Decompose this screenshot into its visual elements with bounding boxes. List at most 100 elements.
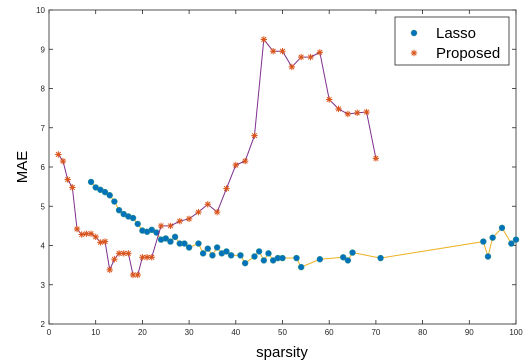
data-point-proposed — [134, 271, 141, 279]
data-point-lasso — [237, 252, 244, 259]
data-point-lasso — [340, 254, 347, 261]
data-point-proposed — [185, 215, 193, 223]
legend-box — [394, 16, 510, 66]
y-tick-label: 10 — [36, 6, 45, 15]
asterisk-stroke — [186, 216, 192, 222]
asterisk-stroke — [69, 184, 76, 191]
data-point-lasso — [241, 259, 249, 267]
y-tick-label: 5 — [41, 202, 46, 211]
asterisk-stroke — [107, 267, 113, 273]
data-point-proposed — [78, 231, 85, 238]
asterisk-stroke — [233, 162, 239, 168]
data-point-proposed — [83, 230, 90, 237]
asterisk-stroke — [205, 201, 211, 207]
data-point-proposed — [143, 254, 151, 261]
data-point-proposed — [372, 155, 380, 162]
data-point-proposed — [251, 132, 258, 139]
data-point-proposed — [344, 110, 352, 118]
data-point-lasso — [87, 178, 95, 186]
x-tick-label: 90 — [465, 328, 474, 337]
asterisk-stroke — [335, 106, 342, 112]
data-point-proposed — [101, 238, 109, 245]
legend: Lasso Proposed — [394, 16, 510, 66]
data-point-lasso — [162, 235, 169, 242]
data-point-proposed — [354, 109, 361, 117]
x-tick-label: 100 — [509, 328, 523, 337]
data-point-lasso — [512, 236, 520, 243]
data-point-lasso — [134, 220, 141, 228]
legend-proposed-marker — [410, 49, 418, 57]
data-point-proposed — [92, 233, 99, 241]
data-point-proposed — [73, 225, 81, 233]
asterisk-stroke — [167, 223, 174, 229]
asterisk-stroke — [345, 111, 351, 117]
x-tick-label: 80 — [418, 328, 427, 337]
asterisk-stroke — [195, 209, 202, 215]
asterisk-stroke — [55, 151, 61, 158]
data-point-lasso — [227, 252, 235, 259]
data-point-lasso — [344, 257, 352, 264]
data-point-proposed — [111, 256, 118, 263]
data-point-proposed — [97, 239, 104, 246]
x-tick-label: 0 — [47, 328, 52, 337]
data-point-lasso — [167, 238, 174, 245]
asterisk-stroke — [93, 234, 99, 240]
asterisk-stroke — [116, 250, 122, 257]
x-tick-label: 30 — [185, 328, 194, 337]
x-tick-label: 50 — [278, 328, 287, 337]
data-point-lasso — [480, 238, 487, 245]
asterisk-stroke — [307, 54, 314, 60]
data-point-proposed — [288, 63, 296, 71]
data-point-lasso — [111, 198, 118, 205]
data-point-proposed — [297, 53, 305, 61]
data-point-lasso — [377, 254, 384, 262]
x-tick-label: 40 — [231, 328, 240, 337]
data-point-lasso — [185, 244, 193, 251]
data-point-proposed — [260, 36, 268, 43]
y-tick-label: 4 — [41, 242, 46, 251]
asterisk-stroke — [135, 272, 141, 278]
asterisk-stroke — [74, 226, 80, 232]
data-point-proposed — [106, 266, 113, 274]
data-point-proposed — [157, 222, 165, 230]
asterisk-stroke — [88, 231, 94, 237]
data-point-lasso — [199, 250, 207, 257]
asterisk-stroke — [289, 64, 295, 70]
legend-lasso-marker — [410, 29, 418, 37]
data-point-lasso — [129, 214, 137, 222]
data-point-proposed — [195, 208, 202, 216]
data-point-lasso — [316, 256, 324, 263]
data-point-proposed — [223, 185, 230, 192]
asterisk-stroke — [363, 109, 370, 115]
x-axis-label: sparsity — [256, 344, 308, 361]
data-point-proposed — [363, 108, 370, 116]
data-point-proposed — [87, 230, 95, 237]
data-point-lasso — [508, 240, 515, 247]
asterisk-stroke — [60, 158, 66, 164]
data-point-proposed — [316, 49, 324, 56]
data-point-proposed — [176, 217, 183, 225]
data-point-lasso — [260, 257, 268, 264]
asterisk-stroke — [144, 254, 150, 260]
series-lasso — [87, 178, 520, 271]
data-point-proposed — [241, 157, 249, 165]
data-point-lasso — [171, 233, 179, 241]
asterisk-stroke — [79, 231, 85, 238]
data-point-proposed — [125, 250, 132, 257]
asterisk-stroke — [149, 254, 155, 260]
asterisk-stroke — [279, 48, 286, 54]
x-tick-label: 60 — [325, 328, 334, 337]
data-point-proposed — [148, 254, 155, 261]
data-point-lasso — [181, 240, 188, 247]
legend-marker-asterisk — [410, 49, 418, 57]
x-tick-label: 20 — [138, 328, 147, 337]
asterisk-stroke — [298, 54, 304, 60]
data-point-lasso — [115, 206, 123, 214]
data-point-proposed — [59, 157, 67, 165]
asterisk-stroke — [158, 223, 164, 229]
data-point-proposed — [213, 208, 221, 216]
asterisk-stroke — [326, 96, 332, 103]
data-point-lasso — [223, 248, 230, 255]
data-point-lasso — [349, 249, 356, 256]
